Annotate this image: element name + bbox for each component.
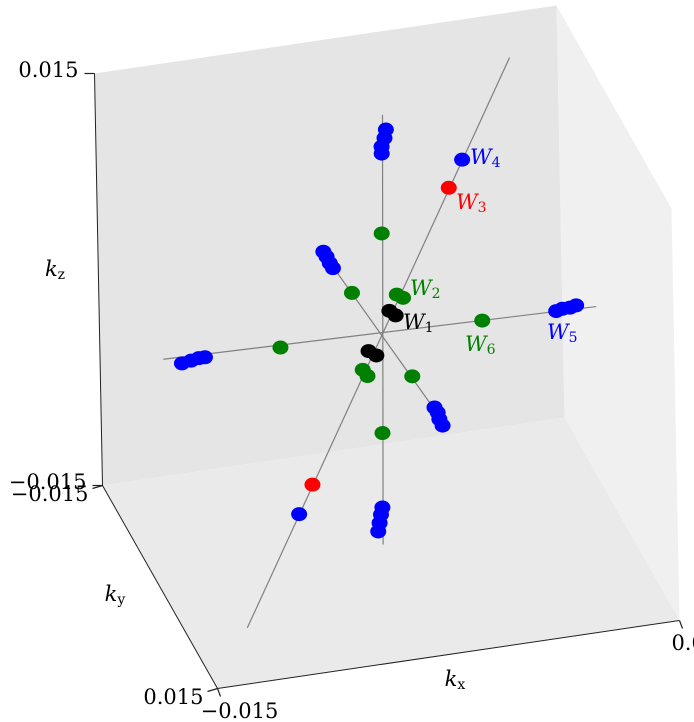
- point: [196, 350, 213, 365]
- x-axis-label: kx: [445, 667, 466, 694]
- point: [373, 146, 390, 161]
- z-tick-label: 0.015: [18, 58, 78, 82]
- annotation: W6: [465, 332, 496, 359]
- point: [474, 313, 491, 328]
- point: [568, 298, 585, 313]
- tick-mark: [216, 688, 222, 697]
- back-pane: [94, 5, 565, 486]
- point: [368, 348, 385, 363]
- annotation: W1: [403, 310, 434, 337]
- plot: W1 W2 W3 W4 W5 W6: [163, 57, 597, 629]
- point: [434, 418, 451, 433]
- x-tick-label: −0.015: [201, 699, 279, 722]
- point: [304, 477, 321, 492]
- point: [324, 261, 341, 276]
- point: [343, 285, 360, 300]
- z-tick-label: −0.015: [9, 470, 87, 494]
- guide-line: [324, 255, 447, 426]
- y-tick-label: 0.015: [143, 685, 203, 709]
- point: [440, 180, 457, 195]
- y-axis-label: ky: [105, 582, 126, 609]
- annotation: W3: [456, 190, 487, 217]
- y-axis-line: [102, 485, 218, 689]
- z-axis-label: kz: [45, 257, 65, 284]
- tick-mark: [678, 620, 684, 629]
- annotation: W4: [470, 145, 501, 172]
- guide-line: [381, 114, 384, 545]
- point: [454, 152, 471, 167]
- tick-mark: [207, 687, 218, 693]
- y-tick-label: −0.015: [11, 482, 89, 506]
- annotation: W2: [410, 276, 441, 303]
- point: [374, 426, 391, 441]
- annotation: W5: [547, 320, 578, 347]
- guide-line: [246, 57, 511, 629]
- side-pane: [556, 5, 680, 621]
- point: [387, 308, 404, 323]
- point: [272, 340, 289, 355]
- floor-pane: [102, 417, 680, 689]
- x-tick-label: 0.015: [671, 631, 694, 655]
- point: [370, 524, 387, 539]
- z-axis-line: [94, 73, 103, 486]
- point: [395, 290, 412, 305]
- point: [404, 369, 421, 384]
- point: [373, 226, 390, 241]
- x-axis-line: [217, 620, 680, 689]
- point: [291, 507, 308, 522]
- point: [359, 369, 376, 384]
